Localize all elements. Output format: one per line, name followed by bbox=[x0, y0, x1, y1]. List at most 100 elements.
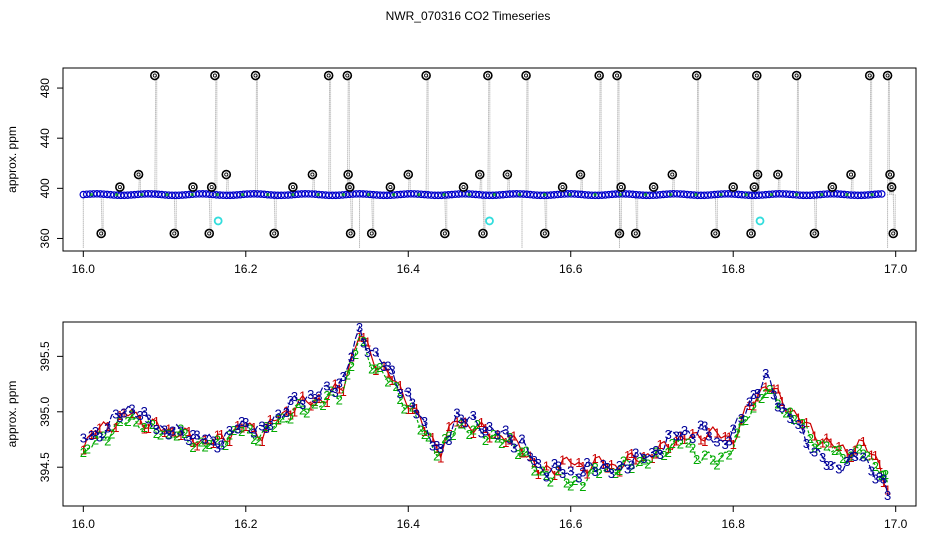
series-2-label: 2 bbox=[734, 425, 741, 440]
calibration-marker bbox=[728, 182, 739, 192]
calibration-marker bbox=[594, 70, 604, 81]
series-2-label: 2 bbox=[116, 414, 123, 429]
baseline-fleck bbox=[467, 192, 471, 197]
calibration-marker-core bbox=[885, 73, 890, 78]
series-3-label: 3 bbox=[799, 422, 806, 437]
series-2-label: 2 bbox=[782, 405, 789, 420]
series-3-label: 3 bbox=[486, 419, 493, 434]
series-1-label: 1 bbox=[811, 428, 818, 443]
series-1-label: 1 bbox=[559, 453, 566, 468]
series-3-label: 3 bbox=[555, 459, 562, 474]
series-1-label: 1 bbox=[795, 410, 802, 425]
baseline-fleck bbox=[618, 192, 622, 197]
trace-spike bbox=[796, 75, 799, 195]
x-tick-label: 16.4 bbox=[397, 262, 421, 276]
baseline-fleck bbox=[669, 192, 673, 197]
series-1-label: 1 bbox=[137, 412, 144, 427]
plot-frame bbox=[62, 321, 917, 507]
baseline-fleck bbox=[694, 192, 698, 197]
series-2-label: 2 bbox=[124, 414, 131, 429]
series-2-label: 2 bbox=[882, 467, 889, 482]
series-3-label: 3 bbox=[567, 463, 574, 478]
series-1-label: 1 bbox=[242, 419, 249, 434]
calibration-marker-core bbox=[481, 231, 486, 236]
y-tick-label: 400 bbox=[38, 178, 52, 198]
series-3-label: 3 bbox=[210, 434, 217, 449]
series-1-label: 1 bbox=[128, 406, 135, 421]
calibration-marker bbox=[752, 169, 763, 180]
trace-spike bbox=[273, 194, 276, 234]
series-1-label: 1 bbox=[843, 446, 850, 461]
calibration-marker-core bbox=[752, 185, 757, 190]
series-3-label: 3 bbox=[462, 415, 469, 430]
series-1-label: 1 bbox=[880, 475, 887, 490]
series-3-label: 3 bbox=[868, 464, 875, 479]
series-1-label: 1 bbox=[551, 468, 558, 483]
trace-spike bbox=[618, 194, 621, 234]
series-1-label: 1 bbox=[583, 467, 590, 482]
series-1-label: 1 bbox=[193, 438, 200, 453]
series-2-label: 2 bbox=[222, 438, 229, 453]
calibration-marker bbox=[667, 169, 678, 180]
series-1-label: 1 bbox=[384, 366, 391, 381]
series-3-label: 3 bbox=[778, 401, 785, 416]
calibration-marker bbox=[648, 182, 659, 192]
series-1-label: 1 bbox=[827, 435, 834, 450]
calibration-marker-core bbox=[889, 185, 894, 190]
series-2-label: 2 bbox=[847, 448, 854, 463]
plot-frame bbox=[62, 67, 917, 252]
y-tick-label: 480 bbox=[38, 78, 52, 98]
series-3-label: 3 bbox=[502, 423, 509, 438]
baseline-fleck bbox=[366, 192, 371, 197]
top-plot-area bbox=[79, 70, 899, 249]
series-3-label: 3 bbox=[275, 407, 282, 422]
series-2-label: 2 bbox=[352, 347, 359, 362]
series-1-label: 1 bbox=[835, 439, 842, 454]
series-2-label: 2 bbox=[128, 408, 135, 423]
series-3-label: 3 bbox=[307, 387, 314, 402]
series-3-label: 3 bbox=[583, 455, 590, 470]
calibration-marker bbox=[827, 182, 838, 192]
series-1-label: 1 bbox=[299, 389, 306, 404]
calibration-marker-core bbox=[117, 185, 122, 190]
calibration-marker-core bbox=[617, 231, 622, 236]
series-1-label: 1 bbox=[730, 437, 737, 452]
series-2-label: 2 bbox=[669, 436, 676, 451]
calibration-marker bbox=[206, 182, 217, 192]
calibration-marker bbox=[612, 70, 622, 81]
series-2-label: 2 bbox=[620, 453, 627, 468]
calibration-marker-core bbox=[310, 172, 315, 177]
trace-spike bbox=[869, 75, 872, 195]
x-tick-label: 16.8 bbox=[722, 517, 746, 531]
calibration-marker bbox=[385, 182, 396, 192]
series-1-label: 1 bbox=[287, 407, 294, 422]
series-1-label: 1 bbox=[851, 443, 858, 458]
series-3-label: 3 bbox=[689, 431, 696, 446]
series-3-label: 3 bbox=[315, 389, 322, 404]
series-3-label: 3 bbox=[453, 405, 460, 420]
series-2-label: 2 bbox=[250, 432, 257, 447]
series-1-label: 1 bbox=[726, 429, 733, 444]
series-1-label: 1 bbox=[770, 381, 777, 396]
series-2-label: 2 bbox=[153, 426, 160, 441]
series-3-label: 3 bbox=[104, 421, 111, 436]
baseline-fleck bbox=[568, 192, 572, 197]
series-2-label: 2 bbox=[864, 448, 871, 463]
series-3-label: 3 bbox=[510, 441, 517, 456]
series-2-label: 2 bbox=[661, 448, 668, 463]
series-2-label: 2 bbox=[299, 402, 306, 417]
series-3-label: 3 bbox=[884, 488, 891, 503]
series-3-label: 3 bbox=[409, 396, 416, 411]
series-1-label: 1 bbox=[433, 441, 440, 456]
series-2-label: 2 bbox=[417, 423, 424, 438]
series-3-label: 3 bbox=[193, 428, 200, 443]
series-1-label: 1 bbox=[482, 421, 489, 436]
baseline-point bbox=[877, 190, 886, 198]
series-3-label: 3 bbox=[380, 359, 387, 374]
series-3-label: 3 bbox=[681, 423, 688, 438]
series-2-label: 2 bbox=[738, 414, 745, 429]
calibration-marker bbox=[521, 70, 531, 81]
trace-spike bbox=[635, 194, 638, 234]
series-3-label: 3 bbox=[323, 378, 330, 393]
series-2-label: 2 bbox=[425, 430, 432, 445]
